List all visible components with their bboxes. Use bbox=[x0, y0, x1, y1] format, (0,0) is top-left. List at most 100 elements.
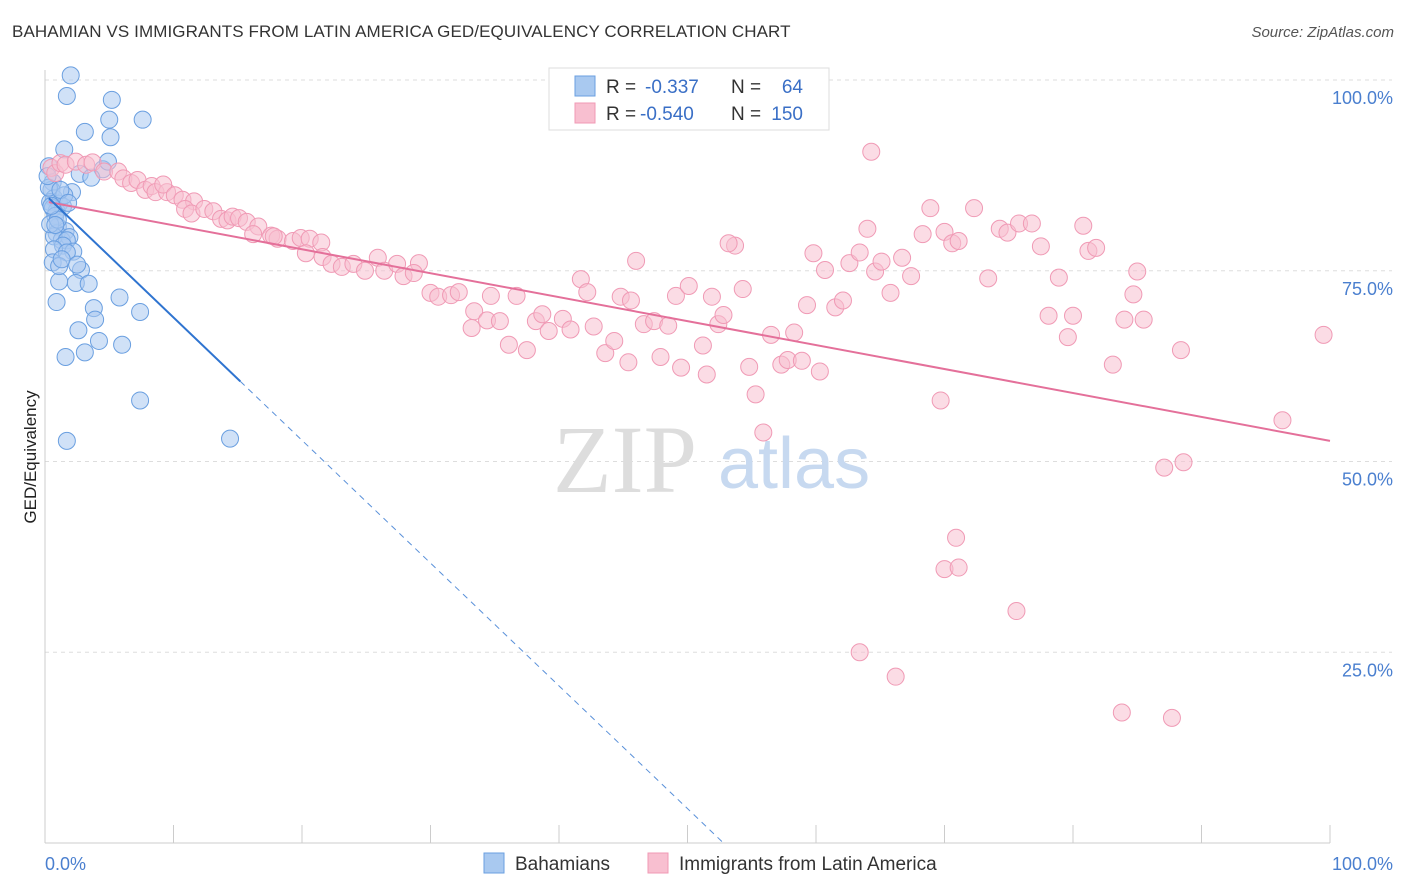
bahamians-point-50 bbox=[86, 310, 105, 329]
latin-america-point-73 bbox=[621, 291, 640, 310]
bottom-legend-label-pink: Immigrants from Latin America bbox=[679, 854, 937, 875]
latin-america-point-112 bbox=[931, 391, 950, 410]
bahamians-point-62 bbox=[52, 250, 71, 269]
trend-line-bahamians-extension bbox=[239, 381, 724, 844]
bahamians-point-54 bbox=[75, 343, 94, 362]
latin-america-point-129 bbox=[1087, 238, 1106, 257]
latin-america-point-126 bbox=[1064, 306, 1082, 325]
latin-america-point-145 bbox=[949, 558, 968, 577]
latin-america-point-68 bbox=[578, 283, 597, 302]
bahamians-point-44 bbox=[50, 272, 69, 291]
latin-america-point-59 bbox=[499, 335, 518, 354]
y-axis-label: GED/Equivalency bbox=[21, 390, 40, 524]
bahamians-point-60 bbox=[42, 196, 61, 215]
legend-r-value-pink: -0.540 bbox=[640, 104, 694, 125]
latin-america-point-81 bbox=[679, 277, 698, 296]
latin-america-point-140 bbox=[619, 353, 638, 372]
legend-swatch-blue bbox=[574, 75, 596, 97]
bahamians-point-58 bbox=[221, 429, 240, 448]
latin-america-point-90 bbox=[746, 385, 765, 404]
legend-r-value-blue: -0.337 bbox=[645, 77, 699, 98]
latin-america-point-66 bbox=[561, 320, 580, 339]
x-tick-label-max: 100.0% bbox=[1332, 854, 1393, 874]
trend-line-latin-america bbox=[48, 201, 1331, 442]
legend-n-label-pink: N = bbox=[731, 104, 761, 125]
bahamians-point-51 bbox=[69, 321, 88, 340]
latin-america-point-131 bbox=[1115, 310, 1134, 329]
latin-america-point-146 bbox=[1007, 602, 1026, 621]
legend-n-value-blue: 64 bbox=[782, 77, 804, 98]
bottom-legend-swatch-pink bbox=[647, 852, 669, 874]
latin-america-point-115 bbox=[949, 231, 968, 250]
latin-america-point-150 bbox=[1162, 708, 1181, 727]
latin-america-point-71 bbox=[605, 331, 624, 350]
latin-america-point-107 bbox=[881, 283, 900, 302]
latin-america-point-55 bbox=[462, 318, 481, 337]
latin-america-point-43 bbox=[355, 261, 374, 280]
latin-america-point-78 bbox=[659, 316, 678, 335]
latin-america-point-122 bbox=[1031, 237, 1050, 256]
latin-america-point-38 bbox=[296, 244, 315, 263]
x-tick-label-min: 0.0% bbox=[45, 854, 86, 874]
latin-america-point-58 bbox=[490, 312, 509, 331]
latin-america-point-99 bbox=[815, 260, 834, 279]
latin-america-point-84 bbox=[702, 287, 721, 306]
grid-lines bbox=[45, 79, 1392, 653]
latin-america-point-117 bbox=[979, 269, 998, 288]
legend-box bbox=[548, 67, 830, 131]
bahamians-point-63 bbox=[68, 255, 87, 274]
latin-america-point-151 bbox=[810, 362, 829, 381]
bahamians-point-61 bbox=[46, 215, 65, 234]
latin-america-point-125 bbox=[1058, 328, 1077, 347]
legend-r-label-pink: R = bbox=[606, 104, 636, 125]
bahamians-point-2 bbox=[102, 90, 121, 109]
bottom-legend-label-blue: Bahamians bbox=[515, 854, 610, 875]
trend-line-bahamians bbox=[48, 197, 242, 383]
bahamians-point-6 bbox=[133, 110, 152, 129]
latin-america-point-89 bbox=[740, 357, 759, 376]
latin-america-point-98 bbox=[804, 244, 823, 263]
latin-america-point-132 bbox=[1124, 285, 1143, 304]
latin-america-point-138 bbox=[862, 142, 881, 161]
latin-america-point-108 bbox=[893, 248, 912, 267]
latin-america-point-139 bbox=[719, 234, 738, 253]
latin-america-point-141 bbox=[1314, 325, 1333, 344]
latin-america-point-80 bbox=[672, 358, 691, 377]
latin-america-point-53 bbox=[449, 283, 468, 302]
latin-america-point-130 bbox=[1103, 355, 1122, 374]
latin-america-point-57 bbox=[481, 286, 500, 305]
y-tick-label-25: 25.0% bbox=[1342, 660, 1393, 680]
latin-america-point-83 bbox=[697, 365, 716, 384]
series-bahamians bbox=[38, 66, 240, 450]
latin-america-point-88 bbox=[733, 280, 752, 299]
bahamians-point-0 bbox=[61, 66, 80, 85]
latin-america-point-77 bbox=[651, 347, 670, 366]
latin-america-point-109 bbox=[902, 267, 921, 286]
latin-america-point-97 bbox=[798, 296, 817, 315]
bahamians-point-53 bbox=[113, 335, 132, 354]
bahamians-point-59 bbox=[57, 431, 76, 450]
latin-america-point-96 bbox=[792, 351, 811, 370]
latin-america-point-64 bbox=[539, 322, 558, 341]
bahamians-point-5 bbox=[101, 128, 120, 147]
latin-america-point-149 bbox=[1112, 703, 1131, 722]
y-tick-label-100: 100.0% bbox=[1332, 88, 1393, 108]
legend-n-label-blue: N = bbox=[731, 77, 761, 98]
series-legend: Bahamians Immigrants from Latin America bbox=[483, 852, 937, 875]
latin-america-point-127 bbox=[1074, 216, 1093, 235]
legend-n-value-pink: 150 bbox=[771, 104, 803, 125]
latin-america-point-121 bbox=[1022, 214, 1041, 233]
latin-america-point-137 bbox=[1171, 341, 1190, 360]
bahamians-point-7 bbox=[100, 110, 119, 129]
latin-america-point-69 bbox=[584, 317, 603, 336]
y-tick-label-50: 50.0% bbox=[1342, 470, 1393, 490]
latin-america-point-148 bbox=[886, 667, 905, 686]
bahamians-point-46 bbox=[47, 293, 66, 312]
bottom-legend-swatch-blue bbox=[483, 852, 505, 874]
latin-america-point-123 bbox=[1039, 306, 1058, 325]
chart-title: BAHAMIAN VS IMMIGRANTS FROM LATIN AMERIC… bbox=[12, 22, 791, 41]
latin-america-point-103 bbox=[850, 243, 869, 262]
source-label: Source: ZipAtlas.com bbox=[1251, 24, 1394, 41]
bahamians-point-49 bbox=[131, 302, 150, 321]
